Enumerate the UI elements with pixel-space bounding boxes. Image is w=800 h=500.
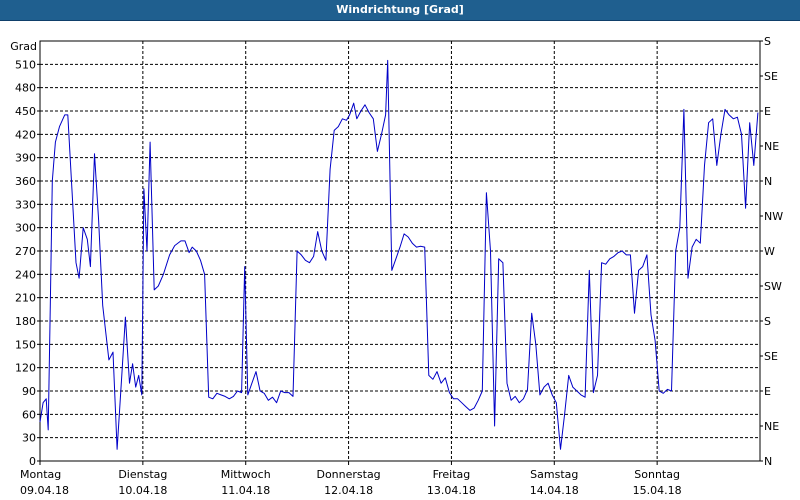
- compass-tick-label: NE: [764, 420, 779, 433]
- y-tick-label: 150: [15, 338, 36, 351]
- x-tick-date: 09.04.18: [20, 484, 69, 497]
- x-tick-weekday: Samstag: [530, 468, 578, 481]
- compass-tick-label: N: [764, 175, 772, 188]
- compass-tick-label: N: [764, 455, 772, 468]
- x-tick-date: 12.04.18: [324, 484, 373, 497]
- y-tick-label: 330: [15, 198, 36, 211]
- y-tick-label: 240: [15, 268, 36, 281]
- y-tick-label: 510: [15, 58, 36, 71]
- x-tick-weekday: Freitag: [433, 468, 471, 481]
- compass-tick-label: E: [764, 105, 771, 118]
- y-tick-label: 480: [15, 82, 36, 95]
- compass-tick-label: NW: [764, 210, 783, 223]
- x-tick-date: 14.04.18: [530, 484, 579, 497]
- y-tick-label: 210: [15, 292, 36, 305]
- compass-tick-label: S: [764, 315, 771, 328]
- compass-tick-label: NE: [764, 140, 779, 153]
- wind-direction-series-line: [39, 59, 759, 450]
- y-tick-label: 360: [15, 175, 36, 188]
- y-tick-label: 180: [15, 315, 36, 328]
- y-tick-label: 450: [15, 105, 36, 118]
- x-tick-weekday: Montag: [20, 468, 61, 481]
- x-tick-date: 10.04.18: [118, 484, 167, 497]
- y-tick-label: 420: [15, 128, 36, 141]
- x-tick-weekday: Donnerstag: [316, 468, 380, 481]
- window-title: Windrichtung [Grad]: [0, 0, 800, 21]
- y-tick-label: 60: [22, 408, 36, 421]
- x-tick-date: 13.04.18: [427, 484, 476, 497]
- y-tick-label: 120: [15, 362, 36, 375]
- compass-tick-label: SW: [764, 280, 782, 293]
- y-axis-label: Grad: [10, 40, 37, 53]
- x-tick-weekday: Mittwoch: [221, 468, 271, 481]
- data-layer: [39, 59, 759, 450]
- y-tick-label: 270: [15, 245, 36, 258]
- x-tick-date: 15.04.18: [633, 484, 682, 497]
- compass-tick-label: W: [764, 245, 775, 258]
- compass-tick-label: E: [764, 385, 771, 398]
- y-tick-label: 390: [15, 152, 36, 165]
- x-tick-weekday: Dienstag: [118, 468, 167, 481]
- compass-tick-label: SE: [764, 350, 778, 363]
- x-tick-date: 11.04.18: [221, 484, 270, 497]
- y-tick-label: 90: [22, 385, 36, 398]
- compass-tick-label: SE: [764, 70, 778, 83]
- y-tick-label: 30: [22, 432, 36, 445]
- y-tick-label: 0: [29, 455, 36, 468]
- x-tick-weekday: Sonntag: [634, 468, 680, 481]
- grid-lines: [40, 41, 760, 461]
- axes: 0 30 60 90 120 150 180 210 240 270 300 330 360 390 420…: [10, 35, 783, 497]
- y-tick-label: 300: [15, 222, 36, 235]
- compass-tick-label: S: [764, 35, 771, 48]
